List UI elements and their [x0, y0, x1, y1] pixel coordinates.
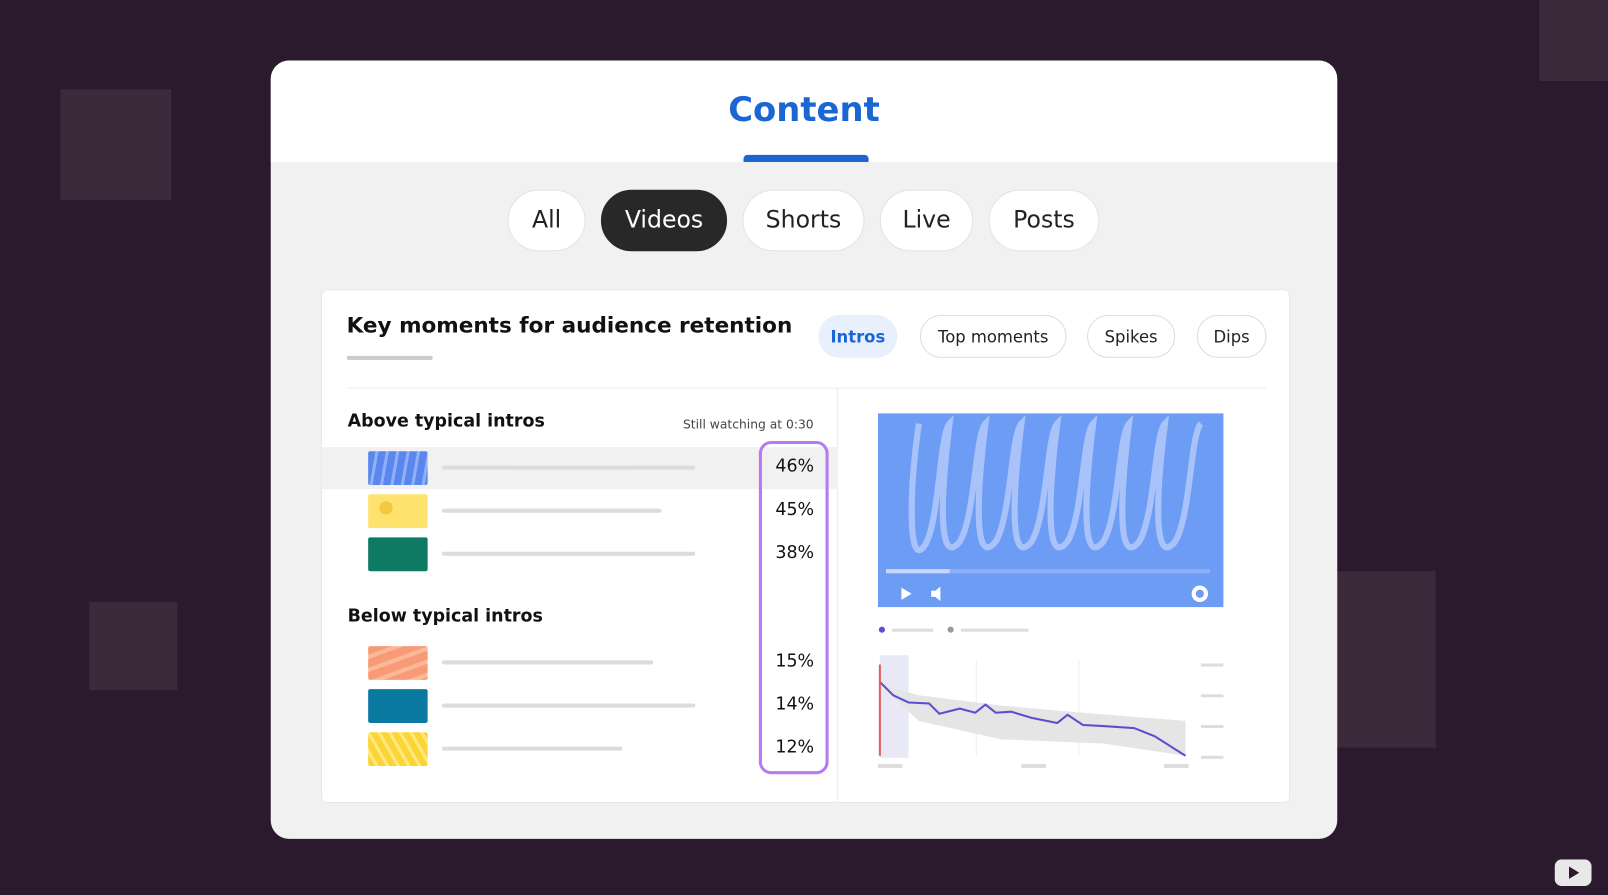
title-placeholder [441, 703, 696, 708]
divider [346, 387, 1267, 389]
content-card: Content All Videos Shorts Live Posts Key… [270, 60, 1338, 839]
title-placeholder [441, 551, 696, 556]
retention-value: 15% [775, 651, 815, 672]
panel-title: Key moments for audience retention [346, 312, 793, 338]
title-placeholder [441, 508, 662, 513]
title-underline [743, 154, 869, 163]
retention-value: 12% [775, 737, 815, 758]
bg-tile [1333, 571, 1436, 748]
retention-value: 38% [775, 542, 815, 563]
retention-value: 45% [775, 499, 815, 520]
header-title: Content [728, 89, 880, 130]
tab[interactable]: Videos [600, 189, 728, 252]
bg-tile [60, 89, 172, 200]
thumbnail [368, 689, 428, 723]
highlight-outline [758, 440, 829, 775]
card-header [270, 60, 1338, 163]
section-title: Below typical intros [347, 606, 543, 627]
retention-panel: Key moments for audience retention Intro… [320, 289, 1291, 803]
video-preview [877, 413, 1224, 769]
logo [1554, 859, 1592, 887]
filter[interactable]: Spikes [1087, 314, 1176, 358]
thumbnail [368, 451, 428, 486]
retention-value: 14% [775, 694, 815, 715]
thumbnail [368, 732, 428, 767]
filter[interactable]: Top moments [919, 314, 1067, 358]
tab[interactable]: Shorts [742, 189, 865, 252]
thumbnail [368, 646, 428, 680]
thumbnail [368, 537, 428, 572]
retention-value: 46% [775, 456, 815, 477]
bg-tile [1539, 0, 1608, 82]
thumbnail [368, 494, 428, 529]
tab[interactable]: Posts [988, 189, 1100, 252]
divider [836, 387, 838, 803]
tab[interactable]: All [507, 189, 586, 252]
section-note: Still watching at 0:30 [682, 417, 814, 432]
title-placeholder [441, 660, 654, 665]
tab[interactable]: Live [879, 189, 974, 252]
filter[interactable]: Dips [1196, 314, 1267, 358]
title-placeholder [441, 746, 623, 751]
title-placeholder [441, 465, 696, 470]
bg-tile [89, 601, 178, 691]
section-title: Above typical intros [347, 411, 545, 432]
title-underline [346, 355, 433, 360]
filter[interactable]: Intros [818, 314, 898, 358]
